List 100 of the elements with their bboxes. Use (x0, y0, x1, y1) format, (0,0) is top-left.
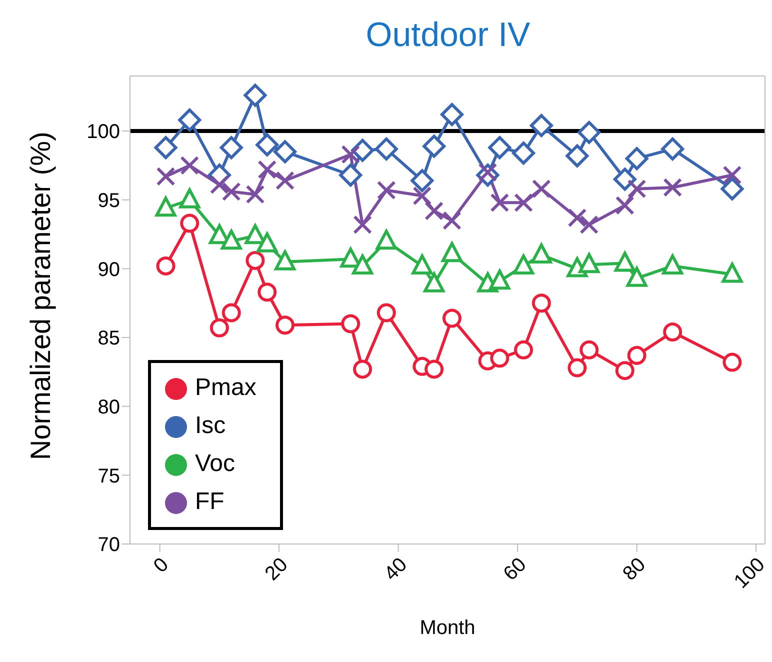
point (210, 318, 229, 338)
point (220, 136, 243, 160)
point (258, 282, 277, 302)
x-tick-label: 100 (730, 554, 770, 593)
x-tick-label: 20 (261, 554, 292, 586)
point (566, 144, 589, 168)
point (258, 160, 277, 180)
point (246, 250, 265, 270)
point (220, 230, 242, 250)
point (244, 84, 267, 107)
point (568, 208, 587, 228)
point (578, 120, 601, 144)
point (424, 360, 444, 379)
point (663, 178, 682, 197)
point (530, 114, 553, 138)
point (512, 142, 536, 165)
y-tick-label: 95 (98, 190, 120, 212)
point (276, 316, 295, 335)
point (422, 134, 446, 158)
point (180, 156, 200, 175)
point (532, 179, 551, 198)
point (341, 314, 360, 334)
point (156, 166, 176, 186)
point (256, 232, 278, 252)
y-tick-label: 90 (98, 258, 120, 281)
point (353, 360, 372, 379)
point (412, 186, 432, 206)
point (374, 137, 398, 160)
point (276, 171, 295, 190)
point (532, 294, 551, 313)
point (514, 193, 534, 212)
chart-title: Outdoor IV (364, 16, 532, 55)
point (568, 358, 587, 378)
point (490, 193, 510, 212)
point (178, 108, 202, 132)
x-axis-title: Month (420, 617, 476, 639)
point (615, 196, 634, 215)
point (179, 188, 200, 208)
point (410, 169, 434, 192)
point (488, 136, 512, 160)
point (412, 254, 433, 274)
point (662, 254, 684, 274)
point (442, 308, 462, 328)
y-tick-label: 85 (98, 328, 120, 350)
y-tick-label: 80 (98, 396, 120, 418)
point (352, 254, 374, 274)
point (376, 230, 397, 250)
x-tick-label: 0 (150, 554, 174, 578)
point (155, 196, 176, 217)
point (376, 303, 396, 322)
point (353, 215, 372, 234)
point (222, 182, 241, 202)
point (661, 137, 684, 160)
point (489, 270, 510, 290)
legend-label: Isc (195, 412, 226, 439)
point (222, 303, 241, 322)
point (722, 262, 743, 283)
point (613, 168, 636, 191)
legend-label: FF (195, 488, 224, 515)
x-tick-label: 80 (618, 554, 650, 586)
point (513, 254, 534, 274)
x-tick-label: 60 (500, 554, 531, 586)
point (580, 340, 599, 360)
point (663, 322, 682, 342)
point (625, 147, 648, 170)
y-tick-label: 75 (98, 465, 120, 488)
point (341, 144, 360, 164)
point (722, 352, 742, 372)
point (578, 253, 600, 274)
point (246, 184, 265, 204)
point (722, 166, 742, 185)
point (530, 243, 552, 264)
y-tick-label: 100 (86, 121, 120, 144)
point (441, 242, 462, 262)
point (580, 215, 599, 234)
x-tick-label: 40 (380, 554, 412, 586)
point (424, 272, 445, 292)
point (339, 164, 362, 187)
point (720, 177, 744, 200)
point (256, 133, 279, 156)
point (154, 136, 178, 160)
point (442, 211, 462, 230)
point (614, 252, 636, 272)
point (274, 250, 296, 270)
point (627, 179, 646, 198)
point (514, 340, 534, 360)
point (376, 180, 396, 200)
legend-label: Voc (195, 450, 236, 477)
point (274, 140, 297, 164)
legend-label: Pmax (195, 374, 256, 401)
point (156, 256, 176, 276)
y-tick-label: 70 (98, 534, 120, 556)
point (440, 103, 464, 126)
y-axis-title: Normalized parameter (%) (24, 132, 56, 460)
point (626, 266, 648, 287)
point (627, 346, 646, 365)
point (615, 361, 634, 380)
point (490, 348, 510, 368)
point (424, 201, 444, 220)
point (180, 214, 200, 233)
